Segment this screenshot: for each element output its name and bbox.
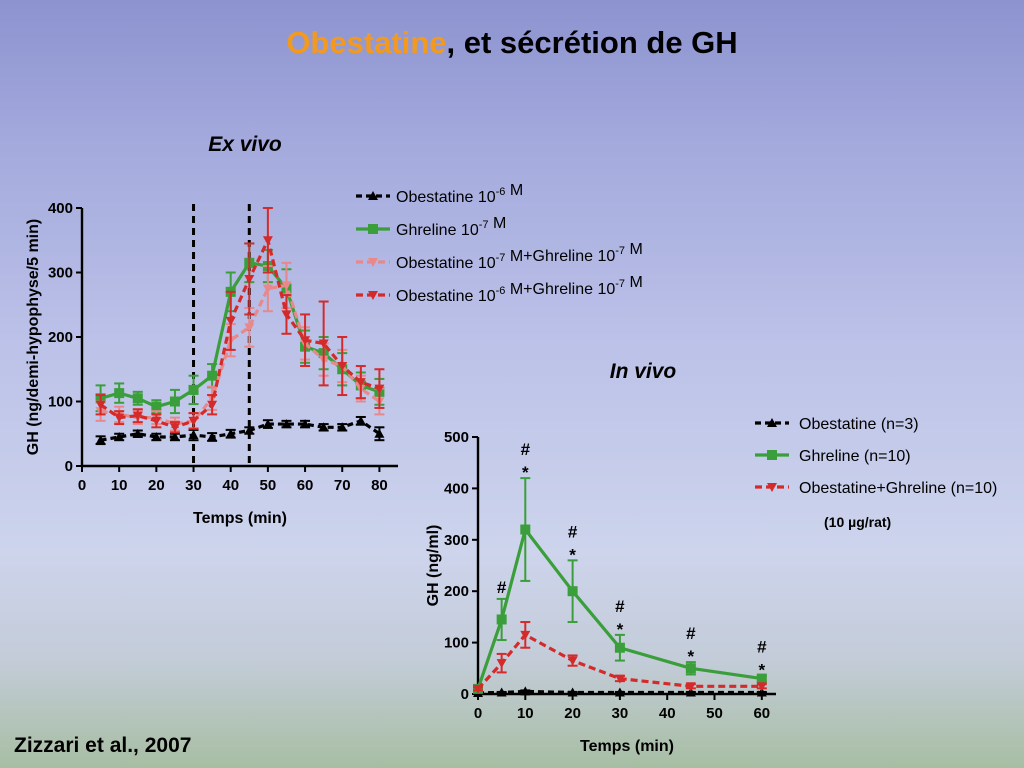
x-tick-label: 40: [222, 477, 239, 494]
data-point: [757, 682, 767, 691]
data-point: [497, 614, 507, 624]
y-tick-label: 200: [48, 329, 73, 346]
data-point: [615, 643, 625, 653]
legend-superscript: -6: [496, 186, 506, 198]
data-point: [497, 659, 507, 668]
x-axis-label: Temps (min): [580, 738, 674, 755]
legend-text: Ghreline 10: [396, 222, 479, 239]
legend: Obestatine 10-6 MGhreline 10-7 MObestati…: [356, 182, 643, 305]
legend-text: M+Ghreline 10: [505, 248, 615, 265]
legend-text: M: [625, 274, 643, 291]
data-point: [189, 385, 199, 395]
series-1: [473, 686, 767, 697]
significance-mark: *: [569, 545, 576, 564]
legend-superscript: -7: [615, 278, 625, 290]
legend-superscript: -7: [479, 219, 489, 231]
legend-text: Obestatine+Ghreline (n=10): [799, 480, 997, 497]
legend-text: Obestatine (n=3): [799, 416, 919, 433]
y-tick-label: 100: [48, 394, 73, 411]
legend-text: Obestatine 10: [396, 255, 496, 272]
chart-title: Ex vivo: [208, 133, 282, 156]
x-tick-label: 10: [517, 705, 534, 722]
legend-text: Obestatine 10: [396, 288, 496, 305]
x-tick-label: 50: [260, 477, 277, 494]
legend-text: M: [625, 241, 643, 258]
y-tick-label: 300: [48, 265, 73, 282]
legend-entry: Obestatine (n=3): [799, 416, 919, 433]
x-tick-label: 30: [185, 477, 202, 494]
legend-entry: Obestatine 10-7 M+Ghreline 10-7 M: [396, 241, 643, 272]
x-tick-label: 70: [334, 477, 351, 494]
significance-mark: *: [688, 647, 695, 666]
legend-marker: [368, 224, 378, 234]
legend-text: M: [489, 215, 507, 232]
y-tick-label: 300: [444, 532, 469, 549]
chart-title: In vivo: [610, 360, 677, 383]
series-2: [473, 478, 767, 694]
dose-note: (10 µg/rat): [824, 514, 891, 530]
legend-text: M+Ghreline 10: [505, 281, 615, 298]
data-point: [568, 586, 578, 596]
data-point: [568, 657, 578, 666]
legend-entry: Ghreline 10-7 M: [396, 215, 506, 239]
y-tick-label: 400: [48, 200, 73, 217]
y-axis-label: GH (ng/ml): [425, 525, 442, 607]
significance-mark: #: [686, 624, 696, 643]
y-tick-label: 100: [444, 635, 469, 652]
significance-mark: #: [757, 637, 767, 656]
x-tick-label: 60: [297, 477, 314, 494]
legend-marker: [767, 450, 777, 460]
significance-mark: *: [758, 660, 765, 679]
series-2: [96, 243, 385, 413]
x-tick-label: 20: [564, 705, 581, 722]
x-tick-label: 10: [111, 477, 128, 494]
y-axis-label: GH (ng/demi-hypophyse/5 min): [25, 219, 42, 455]
x-tick-label: 0: [474, 705, 482, 722]
legend-text: Obestatine 10: [396, 189, 496, 206]
y-tick-label: 200: [444, 583, 469, 600]
x-tick-label: 0: [78, 477, 86, 494]
legend-text: M: [505, 182, 523, 199]
y-tick-label: 400: [444, 480, 469, 497]
x-tick-label: 30: [612, 705, 629, 722]
legend-text: Ghreline (n=10): [799, 448, 911, 465]
significance-mark: #: [497, 578, 507, 597]
data-point: [133, 393, 143, 403]
y-tick-label: 500: [444, 429, 469, 446]
legend-superscript: -6: [496, 285, 506, 297]
data-point: [114, 388, 124, 398]
x-tick-label: 20: [148, 477, 165, 494]
x-axis-label: Temps (min): [193, 510, 287, 527]
in-vivo-chart: In vivo 0 100 200 300 400 500 0 10 20 30 40 50 60 Temp…: [425, 360, 997, 755]
x-tick-label: 40: [659, 705, 676, 722]
legend-entry: Obestatine+Ghreline (n=10): [799, 480, 997, 497]
legend-entry: Obestatine 10-6 M+Ghreline 10-7 M: [396, 274, 643, 305]
x-tick-label: 60: [753, 705, 770, 722]
data-point: [263, 236, 273, 245]
data-point: [151, 402, 161, 412]
legend: Obestatine (n=3) Ghreline (n=10) Obestatin…: [755, 416, 997, 497]
x-tick-label: 50: [706, 705, 723, 722]
significance-mark: #: [521, 440, 531, 459]
significance-mark: *: [617, 620, 624, 639]
significance-mark: *: [522, 463, 529, 482]
legend-superscript: -7: [496, 252, 506, 264]
ex-vivo-chart: Ex vivo 0 100 200 300 400 0 10 20 30 40 50 60 70 80 Tem…: [25, 133, 643, 527]
data-point: [520, 525, 530, 535]
y-tick-label: 0: [461, 686, 469, 703]
significance-mark: #: [568, 522, 578, 541]
x-tick-label: 80: [371, 477, 388, 494]
y-tick-label: 0: [65, 458, 73, 475]
significance-mark: #: [615, 597, 625, 616]
legend-entry: Ghreline (n=10): [799, 448, 911, 465]
data-point: [170, 397, 180, 407]
legend-superscript: -7: [615, 245, 625, 257]
data-point: [207, 371, 217, 381]
legend-entry: Obestatine 10-6 M: [396, 182, 523, 206]
citation: Zizzari et al., 2007: [14, 734, 191, 758]
data-point: [207, 401, 217, 410]
